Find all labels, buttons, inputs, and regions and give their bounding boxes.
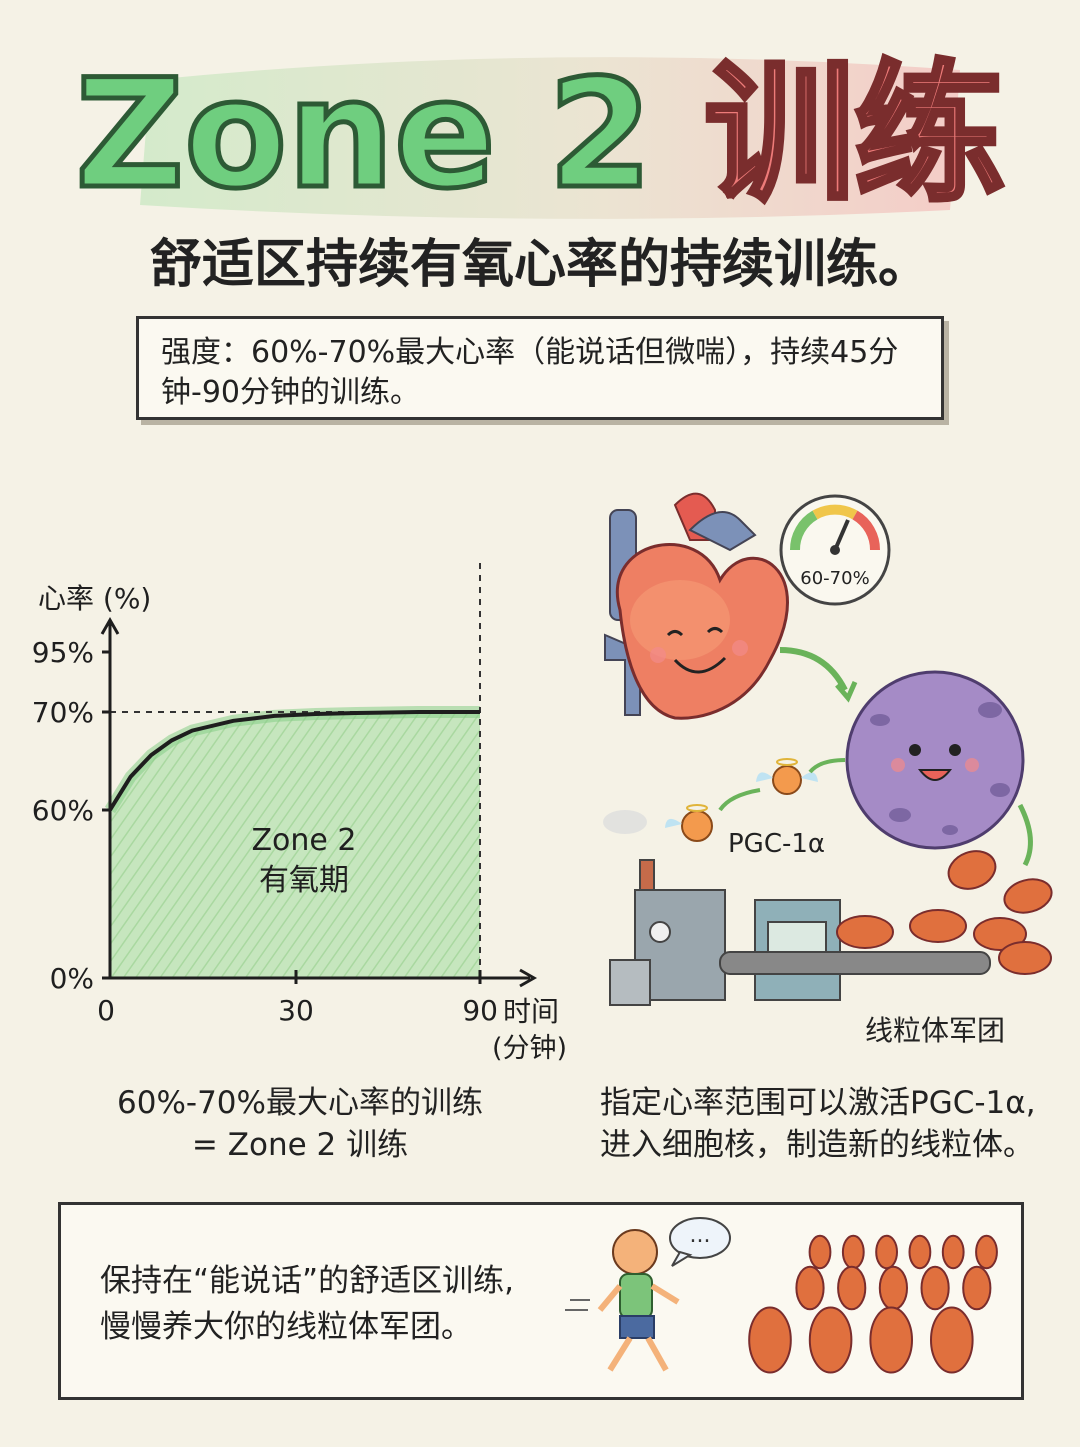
- data-point: [417, 711, 419, 713]
- illustration-caption: 指定心率范围可以激活PGC-1α, 进入细胞核，制造新的线粒体。: [600, 1082, 1070, 1166]
- arrow-icon: [779, 647, 848, 692]
- y-tick-label: 70%: [32, 696, 94, 729]
- y-tick-label: 0%: [50, 962, 94, 995]
- data-point: [150, 754, 152, 756]
- gauge-label: 60-70%: [800, 568, 869, 589]
- data-point: [232, 720, 234, 722]
- zone-label-subtitle: 有氧期: [259, 863, 349, 898]
- title-color-wash: [140, 57, 960, 219]
- illustration-caption-line2: 进入细胞核，制造新的线粒体。: [600, 1127, 1034, 1163]
- mitochondria-icon: [836, 850, 1053, 975]
- mitochondrion: [920, 1265, 950, 1311]
- data-point: [273, 715, 275, 717]
- heart-rate-chart: 95% 70% 60% 0%0 30 90 心率 (%) 时间 (分钟) Zone 2 有…: [32, 560, 567, 1064]
- mitochondrion: [962, 1265, 992, 1311]
- speech-bubble-text: ...: [690, 1223, 711, 1248]
- army-label: 线粒体军团: [865, 1014, 1005, 1047]
- summary-text: 保持在“能说话”的舒适区训练, 慢慢养大你的线粒体军团。: [100, 1258, 600, 1350]
- y-axis-arrow: [100, 616, 120, 635]
- mitochondria-army-icon: [748, 1234, 998, 1374]
- mitochondrion: [941, 1234, 965, 1270]
- mitochondrion: [795, 1265, 825, 1311]
- chart-caption: 60%-70%最大心率的训练 = Zone 2 训练: [60, 1082, 540, 1166]
- mitochondrion: [975, 1234, 998, 1270]
- x-axis-label: 时间: [503, 995, 559, 1028]
- page-subtitle: 舒适区持续有氧心率的持续训练。: [149, 235, 930, 295]
- x-tick-label: 90: [462, 994, 498, 1027]
- pgc-angel-icon: [665, 758, 818, 842]
- y-tick-label: 95%: [32, 636, 94, 669]
- y-tick-label: 60%: [32, 794, 94, 827]
- data-point: [191, 730, 193, 732]
- runner-with-mitochondria-army: ...: [565, 1217, 998, 1374]
- zone2-area: [110, 712, 480, 978]
- x-axis-unit: (分钟): [492, 1033, 567, 1064]
- data-point: [356, 712, 358, 714]
- zone-label-title: Zone 2: [252, 823, 357, 858]
- intensity-box: 强度：60%-70%最大心率（能说话但微喘），持续45分钟-90分钟的训练。: [136, 316, 944, 420]
- factory-icon: [603, 810, 991, 1006]
- mitochondrion: [837, 1265, 867, 1311]
- x-tick-label: 0: [97, 994, 115, 1027]
- mitochondrion: [841, 1234, 865, 1270]
- summary-line2: 慢慢养大你的线粒体军团。: [100, 1309, 472, 1345]
- pgc-label: PGC-1α: [728, 829, 825, 859]
- heart-rate-gauge: 60-70%: [779, 494, 891, 606]
- data-point: [479, 711, 481, 713]
- chart-caption-line2: = Zone 2 训练: [191, 1127, 409, 1163]
- mitochondrion: [875, 1234, 899, 1270]
- x-tick-label: 30: [278, 994, 314, 1027]
- mitochondrion: [930, 1306, 974, 1374]
- chart-caption-line1: 60%-70%最大心率的训练: [117, 1085, 483, 1121]
- y-axis-label: 心率 (%): [38, 582, 151, 615]
- speech-bubble-icon: ...: [669, 1217, 731, 1267]
- mitochondrion: [808, 1234, 832, 1270]
- page-title: Zone 2 训练: [0, 48, 1080, 223]
- title-training: 训练: [702, 48, 1007, 223]
- data-point: [130, 776, 132, 778]
- runner-icon: [565, 1229, 680, 1372]
- mitochondria-illustration: 60-70% P: [603, 492, 1053, 1047]
- mitochondrion: [908, 1234, 932, 1270]
- mitochondrion: [869, 1306, 914, 1374]
- illustration-caption-line1: 指定心率范围可以激活PGC-1α,: [600, 1085, 1036, 1121]
- heart-icon: [604, 492, 789, 720]
- summary-line1: 保持在“能说话”的舒适区训练,: [100, 1263, 514, 1299]
- mitochondrion: [808, 1306, 853, 1374]
- data-point: [171, 739, 173, 741]
- mitochondrion: [878, 1265, 908, 1311]
- data-point: [315, 713, 317, 715]
- mitochondrion: [748, 1306, 792, 1374]
- x-axis-arrow: [519, 968, 538, 988]
- nucleus-icon: [845, 670, 1025, 850]
- title-zone2: Zone 2: [73, 48, 655, 223]
